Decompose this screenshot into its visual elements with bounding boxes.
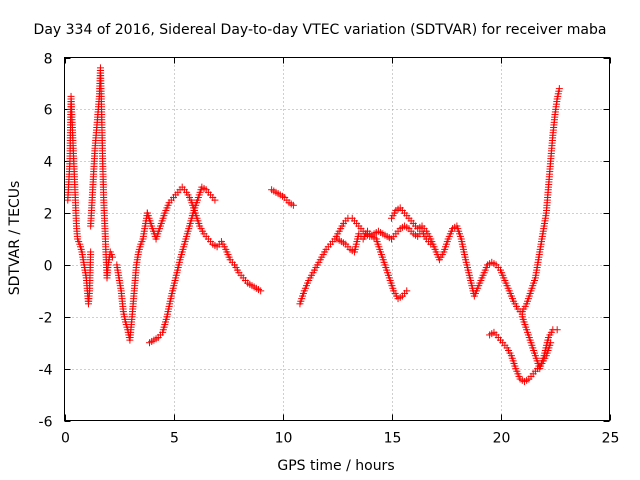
x-axis-label: GPS time / hours [277, 458, 394, 474]
y-axis-label: SDTVAR / TECUs [7, 181, 23, 296]
x-tick-label: 20 [493, 431, 511, 447]
y-tick-label: 4 [44, 155, 53, 171]
data-point [108, 253, 116, 261]
x-tick-label: 0 [61, 431, 70, 447]
y-tick-label: -2 [39, 311, 53, 327]
x-tick-label: 10 [275, 431, 293, 447]
y-tick-label: 2 [44, 207, 53, 223]
y-tick-label: -6 [39, 415, 53, 431]
chart-title: Day 334 of 2016, Sidereal Day-to-day VTE… [34, 22, 607, 38]
y-tick-labels: -6 -4 -2 0 2 4 6 8 [39, 52, 53, 431]
data-point [211, 196, 219, 204]
y-tick-label: -4 [39, 363, 53, 379]
data-point [553, 326, 561, 334]
x-tick-label: 5 [170, 431, 179, 447]
axis-ticks [64, 57, 611, 422]
data-point [403, 287, 411, 295]
data-point [87, 248, 95, 256]
x-tick-label: 15 [384, 431, 402, 447]
y-tick-label: 0 [44, 259, 53, 275]
data-point [555, 85, 563, 93]
y-tick-label: 8 [44, 52, 53, 68]
data-point [289, 201, 297, 209]
x-tick-label: 25 [602, 431, 620, 447]
x-tick-labels: 0 5 10 15 20 25 [61, 431, 619, 447]
data-points [64, 64, 563, 386]
y-tick-label: 6 [44, 103, 53, 119]
grid-lines [64, 57, 610, 421]
data-point [257, 287, 265, 295]
plot-frame [64, 57, 610, 421]
